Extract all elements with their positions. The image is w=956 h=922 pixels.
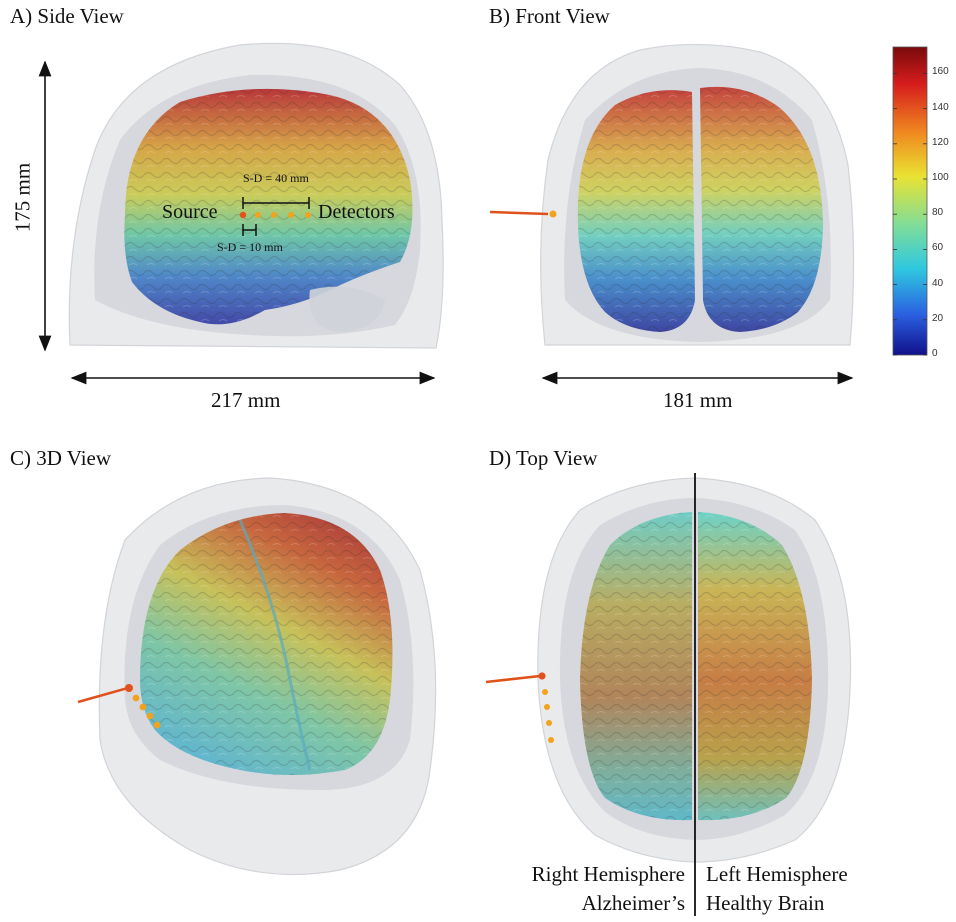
panel-a-title: A) Side View [10, 4, 124, 28]
detector-marker-d-2 [544, 704, 550, 710]
height-label: 175 mm [10, 162, 35, 233]
sd-near-label: S-D = 10 mm [217, 240, 283, 254]
source-marker-c [125, 684, 133, 692]
panel-a-side-view [38, 42, 444, 385]
source-marker-a [239, 211, 247, 219]
detector-marker-c-2 [139, 703, 147, 711]
alzheimers-label: Alzheimer’s [581, 891, 685, 915]
panel-b-front-view [489, 43, 855, 385]
sd-far-bracket [242, 197, 310, 209]
left-hemisphere-label: Left Hemisphere [706, 862, 848, 886]
width-label-b: 181 mm [663, 388, 733, 412]
panel-c-title: C) 3D View [10, 446, 112, 470]
source-label: Source [162, 201, 218, 223]
optode-marker-b [549, 210, 557, 218]
detector-marker-d-4 [548, 737, 554, 743]
colorbar-tick-label: 20 [932, 312, 944, 324]
colorbar-tick-label: 60 [932, 242, 944, 254]
healthy-brain-label: Healthy Brain [706, 891, 825, 915]
detector-marker-a-4 [305, 212, 311, 218]
colorbar-gradient [892, 46, 928, 356]
longitudinal-fissure-3d [238, 519, 312, 771]
colorbar-tick-label: 140 [932, 101, 949, 113]
sd-far-label: S-D = 40 mm [243, 171, 309, 185]
colorbar-tick-label: 120 [932, 136, 949, 148]
detector-marker-a-3 [288, 212, 294, 218]
colorbar [892, 46, 928, 356]
optode-fiber-c [77, 686, 129, 704]
cerebellum-side [309, 286, 385, 332]
panel-c-3d-view [77, 477, 437, 876]
detector-marker-d-3 [546, 720, 552, 726]
sd-near-bracket [242, 224, 257, 236]
colorbar-tick-label: 40 [932, 277, 944, 289]
optode-fiber-b [489, 210, 549, 216]
detector-marker-a-1 [255, 212, 261, 218]
colorbar-tick-label: 160 [932, 66, 949, 78]
detector-marker-c-4 [153, 721, 161, 729]
source-marker-d [538, 672, 546, 680]
detector-marker-c-1 [132, 694, 140, 702]
panel-b-title: B) Front View [489, 4, 610, 28]
right-hemisphere-label: Right Hemisphere [531, 862, 685, 886]
optode-fiber-d [485, 674, 541, 684]
colorbar-tick-label: 100 [932, 172, 949, 183]
colorbar-tick-label: 80 [932, 207, 944, 219]
colorbar-tick-label: 0 [932, 348, 938, 359]
detector-marker-c-3 [146, 712, 154, 720]
detector-marker-a-2 [271, 212, 277, 218]
detectors-label: Detectors [318, 201, 395, 223]
detector-marker-d-1 [542, 689, 548, 695]
panel-d-top-view [485, 473, 852, 916]
width-label-a: 217 mm [211, 388, 281, 412]
panel-d-title: D) Top View [489, 446, 598, 470]
